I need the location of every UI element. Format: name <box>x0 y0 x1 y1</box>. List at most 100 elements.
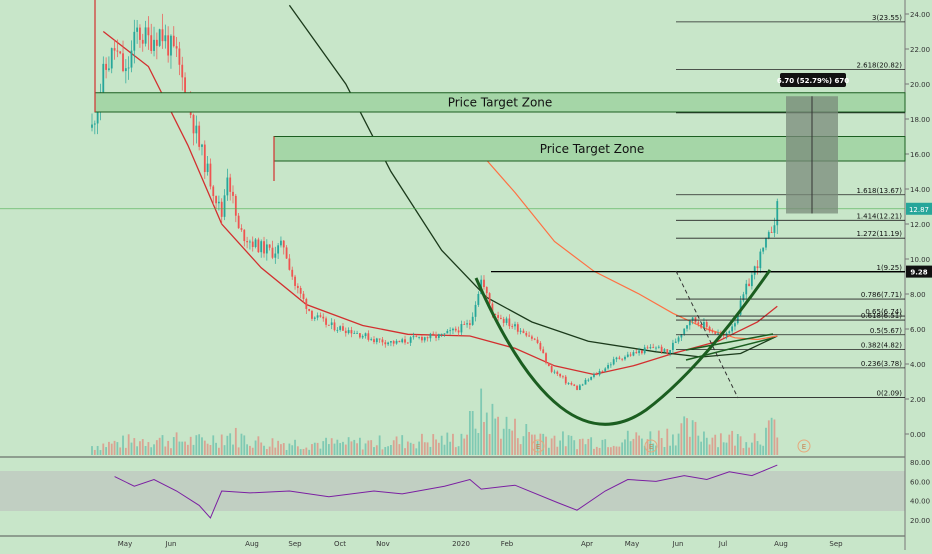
volume-bar <box>370 440 373 455</box>
candle-body <box>161 29 164 42</box>
volume-bar <box>280 444 282 455</box>
volume-bar <box>615 446 618 455</box>
candle-body <box>296 285 299 288</box>
candle-body <box>308 308 311 311</box>
volume-bar <box>361 449 364 455</box>
candle-body <box>392 341 395 344</box>
measure-label: 6.70 (52.79%) 670 <box>777 77 849 85</box>
volume-bar <box>590 437 593 455</box>
volume-bar <box>688 436 691 455</box>
candle-body <box>770 232 773 233</box>
candle-body <box>717 333 719 335</box>
candle-body <box>339 326 342 330</box>
candle-body <box>657 346 660 348</box>
candle-body <box>570 383 573 385</box>
volume-bar <box>401 435 404 455</box>
candle-body <box>722 335 725 336</box>
candle-body <box>206 163 209 173</box>
volume-bar <box>418 441 421 455</box>
candle-body <box>488 293 491 304</box>
candle-body <box>533 338 536 340</box>
volume-bar <box>488 434 491 455</box>
volume-bar <box>480 388 483 455</box>
candle-body <box>240 228 243 230</box>
volume-bar <box>460 433 463 455</box>
fib-level-label: 0.786(7.71) <box>861 291 902 299</box>
candle-body <box>375 338 378 343</box>
candle-body <box>158 29 161 46</box>
rsi-tick-label: 60.00 <box>910 478 930 486</box>
volume-bar <box>378 435 381 455</box>
volume-bar <box>387 446 389 455</box>
volume-bar <box>457 446 460 455</box>
volume-bar <box>576 449 578 455</box>
volume-bar <box>765 427 767 455</box>
volume-bar <box>91 446 93 455</box>
volume-bar <box>201 437 203 455</box>
volume-bar <box>392 440 395 455</box>
volume-bar <box>762 445 765 455</box>
volume-bar <box>753 433 756 455</box>
volume-bar <box>550 438 553 455</box>
candle-body <box>311 310 313 319</box>
candle-body <box>108 68 110 70</box>
volume-bar <box>618 446 621 455</box>
candle-body <box>567 383 570 384</box>
candle-body <box>127 67 130 69</box>
volume-bar <box>432 434 435 455</box>
candle-body <box>519 330 522 332</box>
volume-bar <box>164 446 167 455</box>
volume-bar <box>246 444 248 455</box>
candle-body <box>237 215 240 229</box>
candle-body <box>655 347 657 349</box>
last-price-tag <box>906 202 932 215</box>
volume-bar <box>130 442 133 455</box>
candle-body <box>638 350 640 354</box>
volume-bar <box>717 447 719 455</box>
candle-body <box>178 48 181 65</box>
fib-level-label: 0(2.09) <box>876 389 902 397</box>
candle-body <box>390 341 392 343</box>
volume-bar <box>502 428 505 455</box>
volume-bar <box>344 444 347 455</box>
candle-body <box>249 241 251 243</box>
candle-body <box>353 333 356 334</box>
volume-bar <box>153 444 155 455</box>
volume-bar <box>672 434 674 455</box>
volume-bar <box>547 447 550 455</box>
candle-body <box>609 364 612 366</box>
candle-body <box>497 315 499 318</box>
volume-bar <box>722 442 725 455</box>
earnings-marker <box>797 439 811 453</box>
volume-bar <box>663 446 666 455</box>
candle-body <box>660 346 663 353</box>
price-tick-label: 24.00 <box>910 11 930 19</box>
candle-body <box>477 293 480 305</box>
volume-bar <box>674 445 677 455</box>
candle-body <box>395 340 398 344</box>
volume-bar <box>452 433 454 455</box>
candle-body <box>629 354 632 356</box>
volume-bar <box>607 447 609 455</box>
volume-bar <box>327 444 330 455</box>
volume-bar <box>739 436 742 455</box>
time-tick-label: Aug <box>245 540 259 548</box>
rsi-tick-label: 20.00 <box>910 517 930 525</box>
candle-body <box>742 294 745 301</box>
candle-body <box>756 266 759 269</box>
volume-bar <box>719 433 722 455</box>
trend-dashed-line <box>675 270 739 399</box>
fib-level-label: 0.5(5.67) <box>870 327 902 335</box>
volume-bar <box>595 446 598 455</box>
volume-bar <box>274 447 277 455</box>
price-tick-label: 20.00 <box>910 81 930 89</box>
volume-bar <box>626 430 629 455</box>
volume-bar <box>195 435 198 455</box>
candle-body <box>494 313 497 316</box>
volume-bar <box>342 441 344 455</box>
volume-bar <box>545 436 547 455</box>
volume-bar <box>212 435 215 455</box>
candle-body <box>116 50 119 52</box>
candle-body <box>714 332 717 334</box>
